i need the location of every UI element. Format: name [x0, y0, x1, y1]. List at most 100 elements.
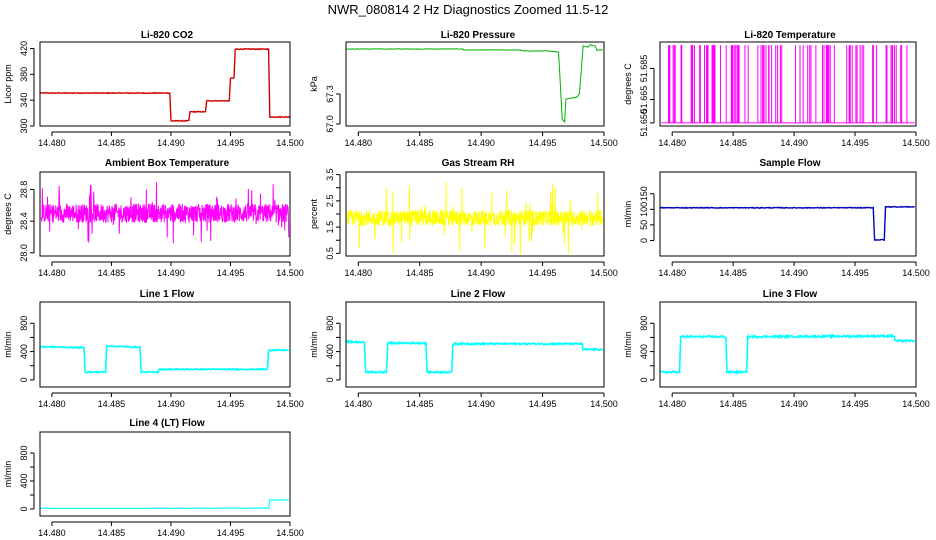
- series-group: [40, 47, 290, 123]
- x-axis: 14.480 14.485 14.490 14.495 14.500: [658, 261, 930, 278]
- y-tick-label: 28.4: [19, 212, 29, 230]
- y-tick-label: 3.5: [325, 168, 335, 181]
- y-tick-label: 0.5: [325, 247, 335, 260]
- y-tick-label: 420: [19, 41, 29, 56]
- plot-frame: [659, 301, 917, 388]
- series-line: [40, 344, 289, 374]
- y-tick-label: 800: [19, 445, 29, 460]
- x-tick-label: 14.500: [276, 138, 304, 148]
- x-tick-label: 14.480: [38, 268, 66, 278]
- y-axis-label: kPa: [309, 76, 319, 92]
- x-tick-label: 14.480: [658, 399, 686, 409]
- x-tick-label: 14.490: [780, 268, 808, 278]
- y-tick-label: 400: [639, 344, 649, 359]
- y-axis-label: percent: [309, 198, 319, 229]
- x-tick-label: 14.480: [345, 399, 373, 409]
- chart-panel-4: Ambient Box Temperature 14.480 14.485 14.49…: [3, 158, 304, 278]
- series-group: [40, 182, 290, 244]
- y-axis-label: ml/min: [3, 461, 13, 488]
- x-tick-label: 14.490: [467, 399, 495, 409]
- x-tick-label: 14.490: [467, 138, 495, 148]
- plot-frame: [345, 171, 605, 257]
- x-tick-label: 14.495: [529, 268, 557, 278]
- x-tick-label: 14.480: [38, 399, 66, 409]
- x-tick-label: 14.490: [157, 268, 185, 278]
- plot-frame: [345, 301, 605, 388]
- x-tick-label: 14.485: [98, 268, 126, 278]
- y-axis-label: ml/min: [3, 331, 13, 358]
- plot-frame: [659, 171, 917, 257]
- y-tick-label: 800: [325, 316, 335, 331]
- y-tick-label: 100: [639, 202, 649, 217]
- y-tick-label: 400: [325, 344, 335, 359]
- series-group: [346, 339, 603, 375]
- x-tick-label: 14.500: [902, 399, 930, 409]
- y-axis-label: degrees C: [3, 193, 13, 235]
- x-tick-label: 14.480: [345, 138, 373, 148]
- y-axis: 28.0 28.4 28.8: [19, 181, 35, 262]
- x-tick-label: 14.495: [529, 399, 557, 409]
- chart-title: Ambient Box Temperature: [105, 158, 230, 169]
- y-tick-label: 28.8: [19, 181, 29, 199]
- x-axis: 14.480 14.485 14.490 14.495 14.500: [658, 131, 930, 148]
- y-tick-label: 150: [639, 186, 649, 201]
- x-tick-label: 14.495: [217, 528, 245, 538]
- x-axis: 14.480 14.485 14.490 14.495 14.500: [38, 521, 304, 538]
- x-tick-label: 14.500: [590, 138, 618, 148]
- x-tick-label: 14.490: [780, 138, 808, 148]
- y-tick-label: 0: [639, 238, 649, 243]
- x-tick-label: 14.480: [658, 138, 686, 148]
- x-tick-label: 14.485: [719, 138, 747, 148]
- x-tick-label: 14.495: [217, 138, 245, 148]
- x-tick-label: 14.485: [406, 138, 434, 148]
- series-group: [660, 332, 916, 376]
- y-tick-label: 51.665: [639, 86, 649, 114]
- y-tick-label: 1.5: [325, 221, 335, 234]
- y-axis: 0 400 800: [19, 316, 35, 382]
- y-tick-label: 0: [639, 377, 649, 382]
- chart-title: Li-820 Temperature: [744, 30, 836, 41]
- y-tick-label: 51.685: [639, 55, 649, 83]
- plot-frame: [39, 171, 291, 257]
- x-tick-label: 14.495: [217, 399, 245, 409]
- series-group: [346, 182, 604, 255]
- chart-title: Gas Stream RH: [442, 158, 515, 169]
- y-axis-label: ml/min: [309, 331, 319, 358]
- x-tick-label: 14.495: [841, 138, 869, 148]
- x-axis: 14.480 14.485 14.490 14.495 14.500: [345, 261, 618, 278]
- x-tick-label: 14.485: [406, 268, 434, 278]
- x-tick-label: 14.480: [38, 138, 66, 148]
- x-tick-label: 14.485: [406, 399, 434, 409]
- series-line: [660, 205, 915, 242]
- y-axis: 0 400 800: [325, 316, 341, 382]
- x-tick-label: 14.500: [276, 399, 304, 409]
- series-group: [660, 205, 915, 242]
- y-axis: 0 400 800: [19, 445, 35, 512]
- plot-frame: [659, 41, 917, 127]
- x-tick-label: 14.490: [780, 399, 808, 409]
- plot-frame: [39, 41, 291, 127]
- chart-panel-1: Li-820 CO2 14.480 14.485 14.490 14.495 14.500…: [3, 30, 304, 148]
- y-tick-label: 50: [639, 220, 649, 230]
- chart-panel-5: Gas Stream RH 14.480 14.485 14.490 14.495 14.…: [309, 158, 618, 278]
- y-tick-label: 400: [19, 473, 29, 488]
- x-axis: 14.480 14.485 14.490 14.495 14.500: [38, 261, 304, 278]
- y-tick-label: 0: [19, 377, 29, 382]
- x-tick-label: 14.495: [841, 399, 869, 409]
- y-tick-label: 300: [19, 118, 29, 133]
- y-axis: 300 340 380 420: [19, 41, 35, 134]
- series-line: [660, 332, 916, 376]
- x-tick-label: 14.490: [157, 138, 185, 148]
- x-tick-label: 14.500: [276, 268, 304, 278]
- y-axis: 0.5 1.5 2.5 3.5: [325, 168, 341, 260]
- chart-title: Line 4 (LT) Flow: [129, 418, 205, 429]
- x-tick-label: 14.500: [276, 528, 304, 538]
- series-group: [346, 44, 603, 124]
- y-tick-label: 67.0: [325, 115, 335, 133]
- x-tick-label: 14.495: [217, 268, 245, 278]
- plot-frame: [39, 301, 291, 388]
- y-tick-label: 0: [325, 377, 335, 382]
